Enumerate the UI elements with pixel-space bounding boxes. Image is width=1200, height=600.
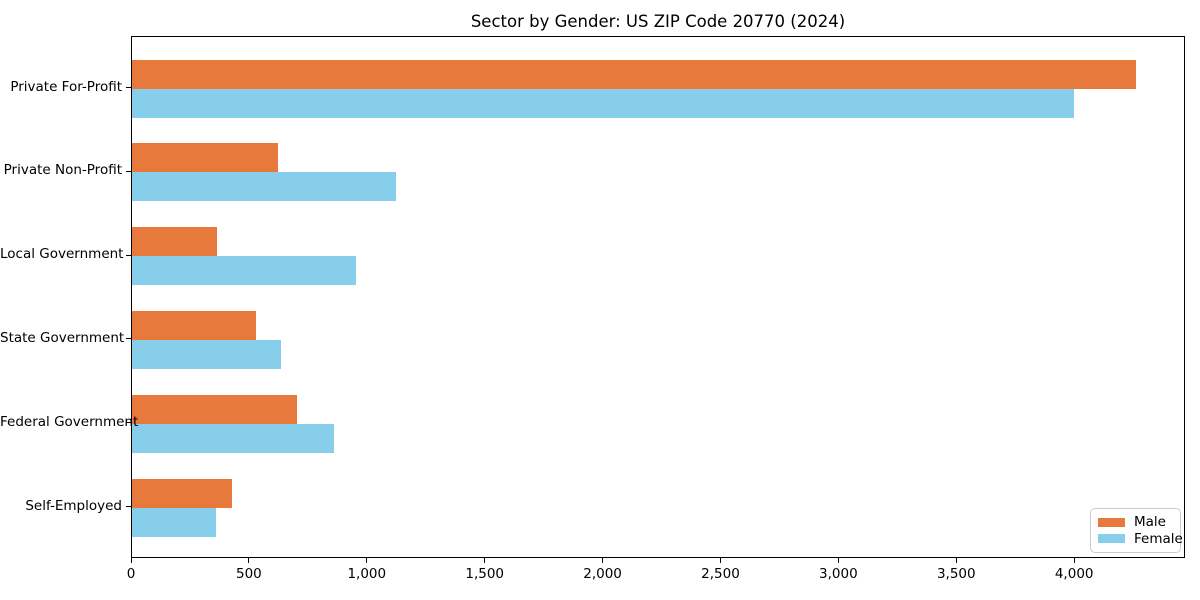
x-tick-label: 3,500 [936, 566, 976, 582]
bar-male [132, 310, 256, 340]
y-tick-mark [126, 506, 131, 507]
legend-item-female: Female [1098, 531, 1183, 547]
x-tick-mark [130, 558, 132, 563]
x-tick-label: 2,000 [583, 566, 622, 582]
y-category-label: Private For-Profit [10, 78, 122, 95]
x-tick-label: 500 [236, 566, 262, 582]
y-category-label: Private Non-Profit [3, 162, 122, 179]
x-tick-label: 1,000 [347, 566, 387, 582]
y-tick-mark [126, 422, 131, 424]
bar-male [132, 227, 217, 257]
y-tick-mark [126, 254, 131, 256]
x-tick-label: 0 [126, 566, 136, 582]
bar-male [132, 478, 233, 508]
x-tick-mark [366, 558, 368, 563]
legend: Male Female [1090, 508, 1183, 553]
x-tick-mark [248, 558, 250, 563]
x-tick-mark [484, 558, 486, 563]
legend-item-male: Male [1098, 514, 1172, 530]
bar-male [132, 59, 1137, 89]
x-tick-label: 1,500 [465, 566, 505, 582]
bar-male [132, 143, 279, 173]
female-swatch-icon [1098, 534, 1125, 544]
legend-label-male: Male [1134, 514, 1166, 531]
bar-female [132, 339, 281, 369]
bar-female [132, 423, 334, 453]
y-tick-mark [126, 338, 131, 340]
male-swatch-icon [1098, 517, 1125, 527]
x-tick-mark [1073, 558, 1075, 563]
y-tick-mark [126, 87, 131, 88]
bar-female [132, 256, 356, 286]
y-category-label: Self-Employed [25, 497, 122, 514]
y-tick-mark [126, 170, 131, 172]
y-category-label: Local Government [0, 246, 124, 263]
chart-title: Sector by Gender: US ZIP Code 20770 (202… [470, 12, 846, 31]
x-tick-mark [837, 558, 839, 563]
x-tick-mark [602, 558, 604, 563]
x-tick-label: 2,500 [701, 566, 740, 582]
x-tick-mark [719, 558, 721, 563]
legend-label-female: Female [1134, 530, 1183, 547]
x-tick-mark [955, 558, 957, 563]
y-category-label: Federal Government [0, 413, 139, 430]
bar-male [132, 394, 298, 424]
bar-female [132, 172, 397, 202]
x-tick-label: 4,000 [1054, 566, 1094, 582]
x-tick-label: 3,000 [819, 566, 858, 582]
plot-area [131, 36, 1185, 558]
bar-female [132, 88, 1074, 118]
y-category-label: State Government [0, 329, 125, 346]
bar-female [132, 507, 216, 537]
